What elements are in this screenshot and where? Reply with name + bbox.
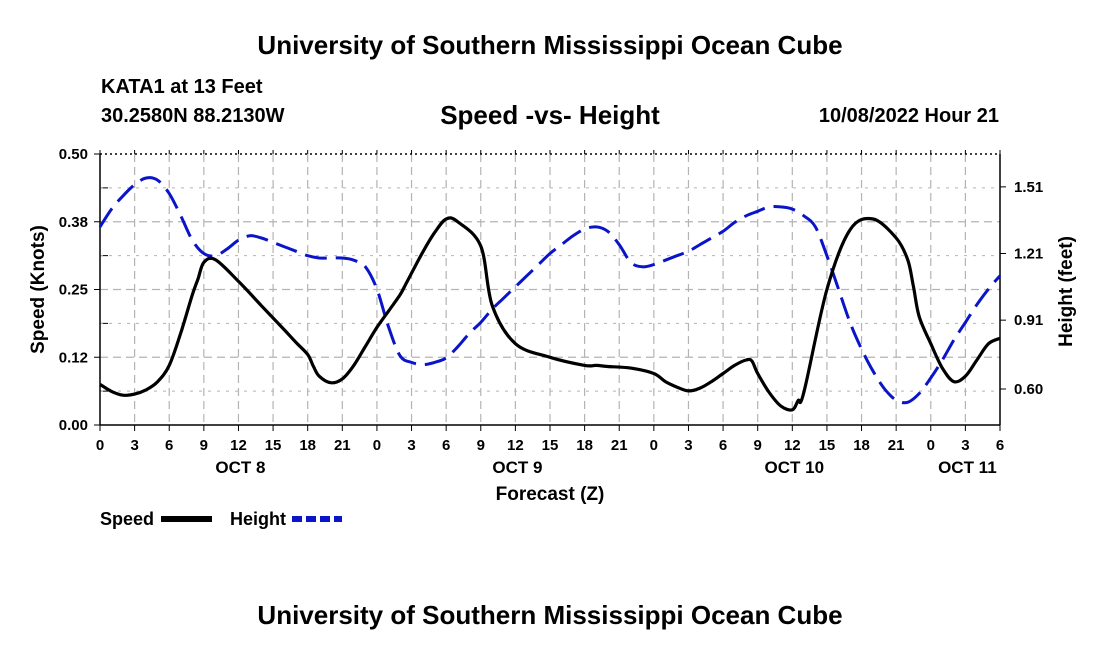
x-tick-label: 0	[650, 437, 658, 454]
x-tick-label: 15	[819, 437, 836, 454]
speed-series-line	[99, 216, 1001, 412]
x-axis-title: Forecast (Z)	[496, 484, 605, 505]
y-left-tick-label: 0.50	[59, 146, 88, 163]
legend-height-label: Height	[230, 509, 286, 529]
x-tick-label: 6	[442, 437, 450, 454]
x-tick-label: 9	[200, 437, 208, 454]
chart-subtitle: Speed -vs- Height	[440, 100, 660, 130]
y-right-tick-label: 0.91	[1014, 312, 1043, 329]
x-tick-label: 18	[576, 437, 593, 454]
date-label: OCT 11	[938, 458, 997, 477]
x-tick-label: 3	[961, 437, 969, 454]
datetime-label: 10/08/2022 Hour 21	[818, 105, 999, 127]
y-left-tick-label: 0.25	[59, 282, 88, 299]
y-left-tick-label: 0.12	[59, 349, 88, 366]
x-tick-label: 6	[719, 437, 727, 454]
x-tick-label: 12	[784, 437, 801, 454]
x-tick-label: 21	[334, 437, 351, 454]
legend-speed-swatch	[161, 516, 212, 522]
footer-title: University of Southern Mississippi Ocean…	[257, 600, 843, 630]
x-tick-label: 3	[684, 437, 692, 454]
x-tick-label: 12	[507, 437, 524, 454]
page-title: University of Southern Mississippi Ocean…	[257, 30, 843, 60]
x-tick-label: 6	[165, 437, 173, 454]
x-tick-label: 9	[477, 437, 485, 454]
y-left-axis-title: Speed (Knots)	[28, 225, 49, 354]
x-tick-label: 0	[96, 437, 104, 454]
coordinates-label: 30.2580N 88.2130W	[101, 105, 285, 127]
legend-speed-label: Speed	[100, 509, 155, 529]
y-left-tick-label: 0.38	[59, 214, 88, 231]
x-tick-label: 15	[265, 437, 282, 454]
y-right-tick-label: 0.60	[1014, 381, 1043, 398]
height-series-line	[98, 176, 1002, 405]
x-tick-label: 3	[130, 437, 138, 454]
x-tick-label: 18	[299, 437, 316, 454]
date-label: OCT 10	[765, 458, 825, 477]
x-tick-label: 0	[373, 437, 381, 454]
y-right-axis-title: Height (feet)	[1056, 236, 1077, 347]
y-left-tick-label: 0.00	[59, 417, 88, 434]
x-tick-label: 15	[542, 437, 559, 454]
x-tick-label: 0	[927, 437, 935, 454]
date-label: OCT 9	[492, 458, 542, 477]
x-tick-label: 12	[230, 437, 247, 454]
y-right-tick-label: 1.51	[1014, 179, 1043, 196]
x-tick-label: 6	[996, 437, 1004, 454]
x-tick-label: 3	[407, 437, 415, 454]
x-tick-label: 18	[853, 437, 870, 454]
x-tick-label: 9	[754, 437, 762, 454]
x-tick-label: 21	[888, 437, 905, 454]
date-label: OCT 8	[215, 458, 265, 477]
y-right-tick-label: 1.21	[1014, 246, 1043, 263]
legend-height-swatch	[292, 516, 342, 522]
station-label: KATA1 at 13 Feet	[101, 76, 263, 98]
x-tick-label: 21	[611, 437, 628, 454]
